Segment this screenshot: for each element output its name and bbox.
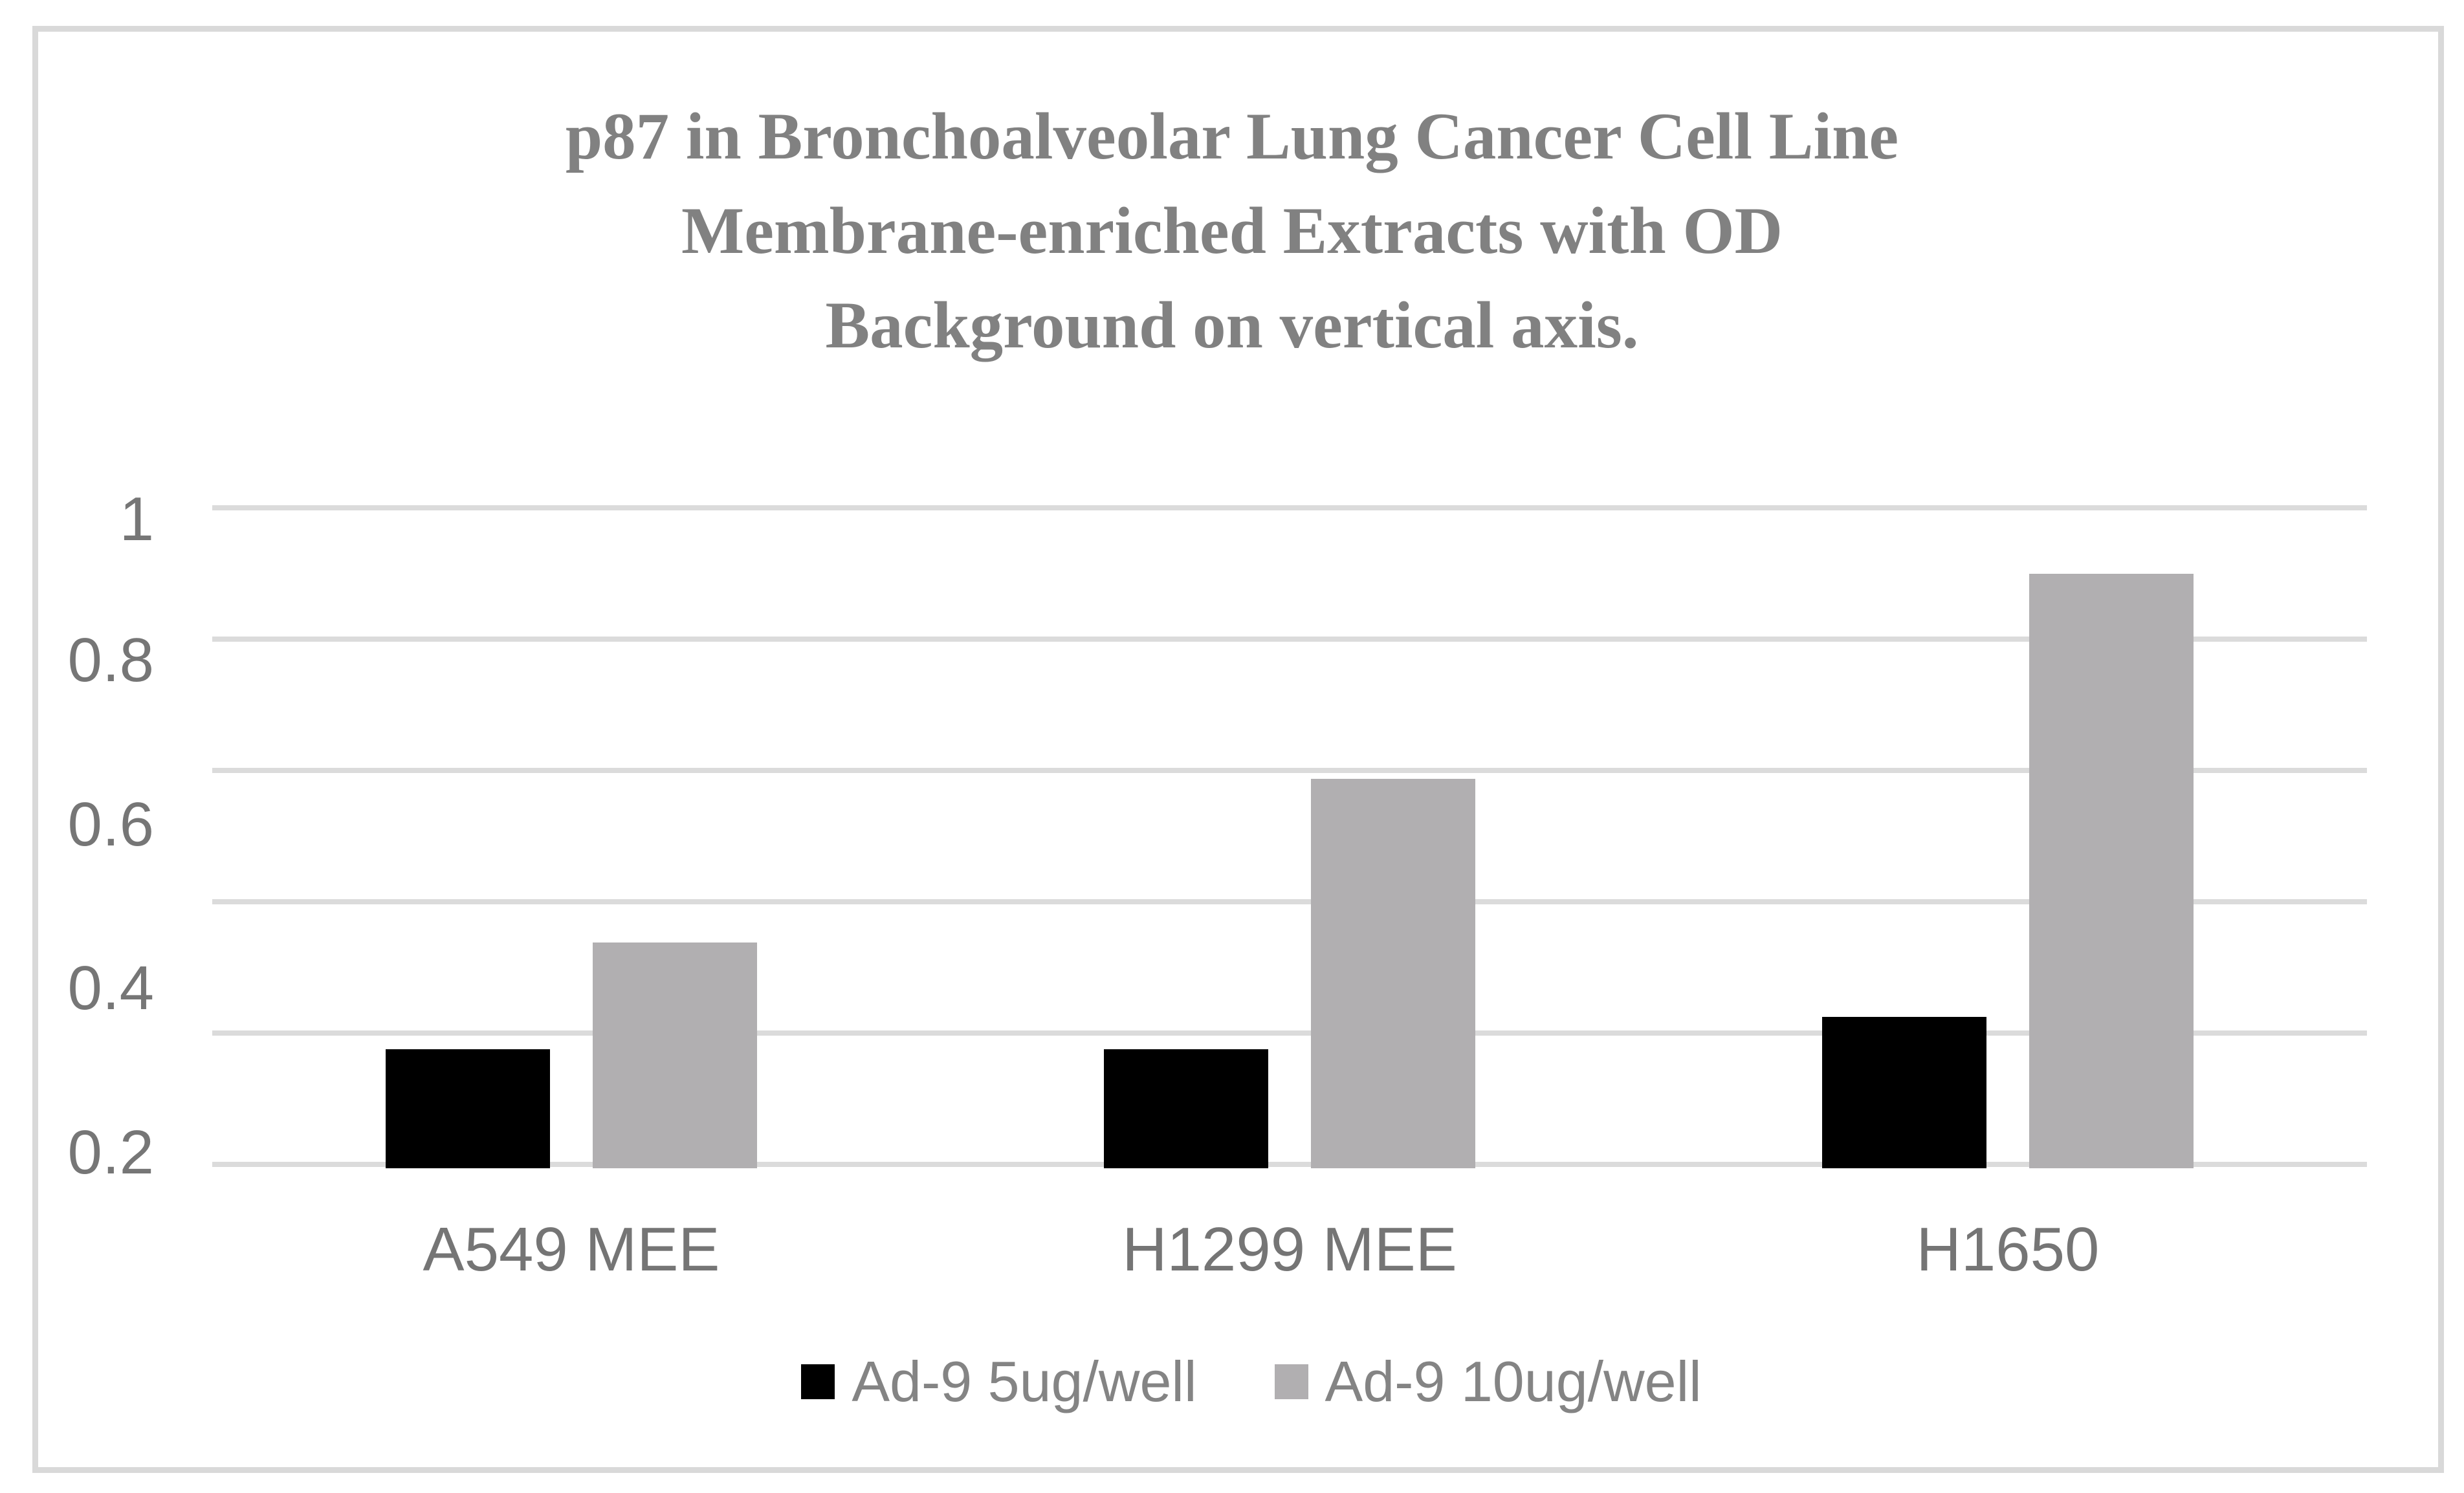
bar-series2-h1650 [2029,573,2194,1168]
bar-series1-h1299-mee [1104,1049,1268,1168]
y-axis-tick-label: 0.4 [67,954,154,1023]
y-axis-tick-label: 0.8 [67,625,154,695]
legend-swatch-icon [1274,1364,1308,1399]
legend-label: Ad-9 5ug/well [852,1349,1197,1413]
legend-item: Ad-9 10ug/well [1274,1343,1702,1421]
x-axis-category-label: H1299 MEE [1122,1215,1457,1284]
y-gridline [212,768,2367,773]
y-axis-tick-label: 0.6 [67,789,154,859]
legend-label: Ad-9 10ug/well [1325,1349,1702,1413]
bar-series2-a549-mee [593,943,757,1168]
y-gridline [212,899,2367,904]
y-axis-tick-label: 1 [119,485,154,554]
bar-series1-a549-mee [386,1049,550,1168]
bar-series1-h1650 [1822,1016,1986,1168]
chart-title-line-3: Background on vertical axis. [825,289,1639,362]
y-gridline [212,637,2367,642]
y-gridline [212,1162,2367,1167]
chart-title-line-1: p87 in Bronchoalveolar Lung Cancer Cell … [565,100,1899,173]
legend-item: Ad-9 5ug/well [801,1343,1197,1421]
legend-swatch-icon [801,1364,835,1399]
bar-series2-h1299-mee [1311,778,1475,1168]
y-axis-tick-label: 0.2 [67,1118,154,1187]
chart-title-line-2: Membrane-enriched Extracts with OD [681,194,1783,268]
legend: Ad-9 5ug/well Ad-9 10ug/well [0,1343,2464,1421]
x-axis-category-label: H1650 [1916,1215,2100,1284]
y-gridline [212,1030,2367,1036]
y-gridline [212,505,2367,510]
chart-title: p87 in Bronchoalveolar Lung Cancer Cell … [0,89,2464,373]
x-axis-category-label: A549 MEE [423,1215,720,1284]
